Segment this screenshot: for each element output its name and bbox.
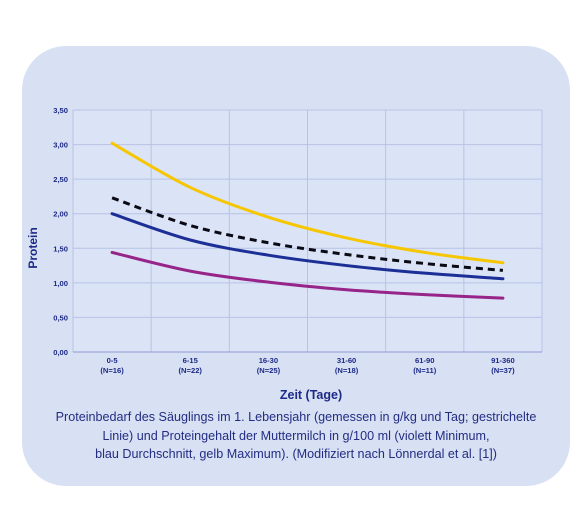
x-tick-sublabel: (N=18) — [335, 366, 359, 375]
y-axis-ticks: 0,00 0,50 1,00 1,50 2,00 2,50 3,00 3,50 — [53, 106, 68, 357]
x-tick-label: 0-5 — [107, 356, 119, 365]
x-axis-ticks: 0-5(N=16) 6-15(N=22) 16-30(N=25) 31-60(N=18… — [100, 356, 515, 375]
figure-caption: Proteinbedarf des Säuglings im 1. Lebens… — [30, 408, 562, 464]
y-tick-label: 2,00 — [53, 210, 68, 219]
grid — [72, 109, 543, 353]
series-line-3 — [110, 250, 505, 300]
caption-line-2: Linie) und Proteingehalt der Muttermilch… — [102, 428, 490, 443]
series-line-2 — [110, 212, 505, 281]
x-axis-label: Zeit (Tage) — [280, 388, 342, 402]
series-line-0 — [110, 141, 505, 265]
y-tick-label: 0,50 — [53, 313, 68, 322]
caption-line-1: Proteinbedarf des Säuglings im 1. Lebens… — [55, 410, 537, 424]
y-tick-label: 1,00 — [53, 279, 68, 288]
y-tick-label: 0,00 — [53, 348, 68, 357]
caption-line-3: blau Durchschnitt, gelb Maximum). (Modif… — [95, 447, 497, 461]
series-line-1 — [111, 196, 504, 272]
x-tick-sublabel: (N=16) — [100, 366, 124, 375]
y-tick-label: 2,50 — [53, 175, 68, 184]
x-tick-sublabel: (N=22) — [179, 366, 203, 375]
x-tick-sublabel: (N=11) — [413, 366, 436, 375]
y-tick-label: 3,00 — [53, 141, 68, 150]
x-tick-label: 31-60 — [337, 356, 356, 365]
x-tick-sublabel: (N=25) — [257, 366, 281, 375]
y-tick-label: 1,50 — [53, 244, 68, 253]
x-tick-sublabel: (N=37) — [491, 366, 515, 375]
y-tick-label: 3,50 — [53, 106, 68, 115]
x-tick-label: 16-30 — [259, 356, 278, 365]
x-tick-label: 61-90 — [415, 356, 434, 365]
y-axis-label: Protein — [26, 227, 40, 268]
x-tick-label: 6-15 — [183, 356, 199, 365]
series-lines — [110, 141, 505, 300]
x-tick-label: 91-360 — [491, 356, 515, 365]
